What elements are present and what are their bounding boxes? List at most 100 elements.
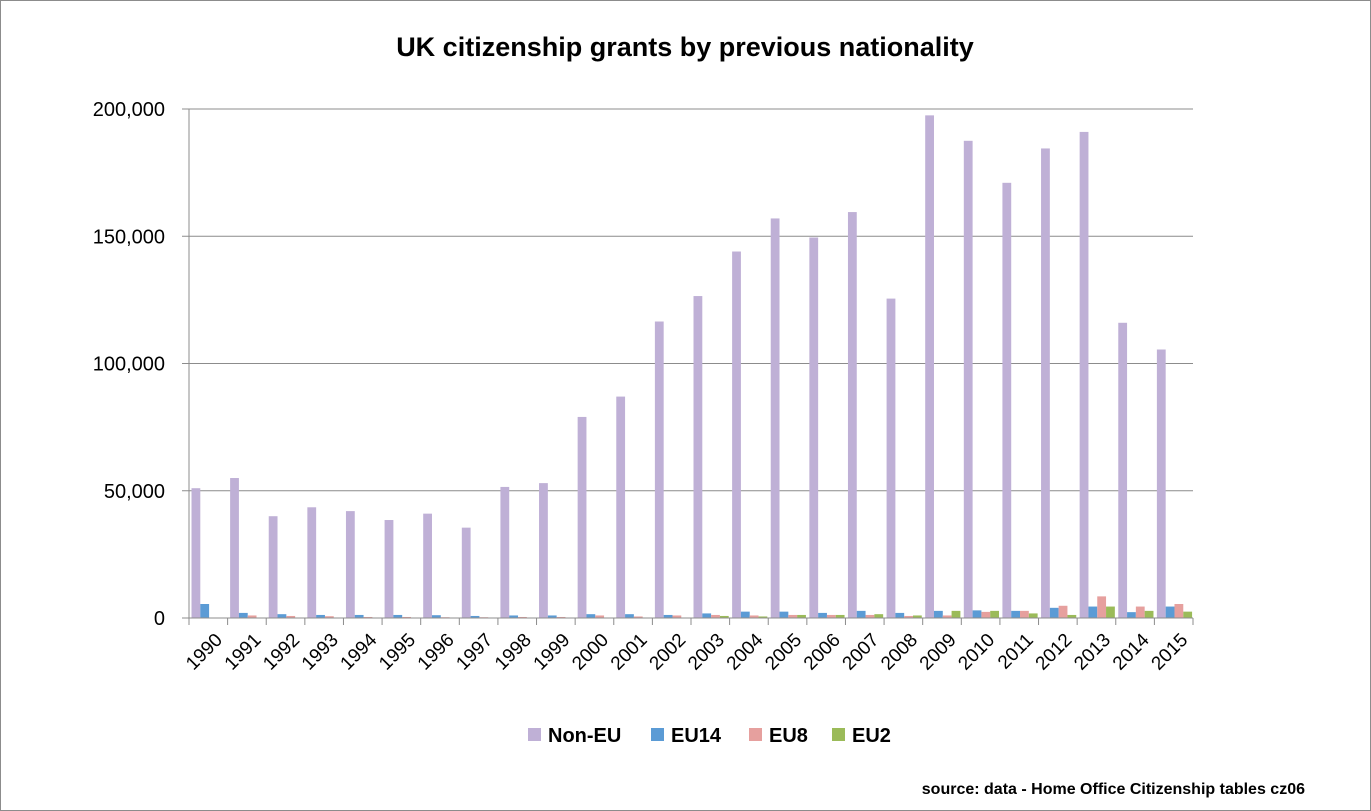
y-axis-ticks: 0 50,000 100,000 150,000 200,000: [93, 99, 189, 630]
x-tick-label: 2000: [568, 630, 613, 675]
x-tick-label: 2007: [839, 630, 884, 675]
x-tick-label: 2014: [1109, 629, 1154, 674]
bar-non-eu-2005: [770, 218, 780, 618]
bar-eu2-2006: [835, 614, 845, 618]
bar-eu2-2009: [951, 610, 961, 618]
bar-eu14-1990: [200, 604, 210, 618]
bar-eu2-2012: [1067, 614, 1077, 618]
x-tick-label: 1999: [530, 630, 575, 675]
legend-label-non-eu: Non-EU: [548, 725, 621, 747]
bar-eu8-1993: [324, 616, 334, 618]
bar-eu2-2011: [1028, 613, 1038, 618]
bar-non-eu-1994: [345, 511, 355, 618]
bar-eu14-1993: [316, 614, 325, 618]
bar-eu2-2007: [874, 614, 884, 618]
bar-eu14-2013: [1088, 606, 1098, 618]
x-tick-label: 2010: [954, 630, 999, 675]
bar-eu2-2014: [1144, 610, 1154, 618]
bar-eu8-2003: [711, 614, 720, 618]
bar-eu14-2004: [740, 611, 750, 618]
x-tick-label: 2006: [800, 630, 845, 675]
x-tick-label: 1995: [375, 630, 420, 675]
legend-label-eu2: EU2: [852, 725, 891, 747]
legend-swatch-eu14: [651, 728, 664, 741]
source-note: source: data - Home Office Citizenship t…: [922, 781, 1305, 798]
bar-eu14-2008: [895, 612, 905, 618]
bar-eu2-2005: [797, 614, 806, 618]
y-tick-label: 200,000: [93, 99, 165, 121]
legend-label-eu8: EU8: [769, 725, 808, 747]
x-tick-label: 1992: [259, 630, 304, 675]
bar-non-eu-1997: [461, 527, 471, 618]
bar-eu2-2013: [1106, 606, 1115, 618]
bar-eu14-2009: [933, 610, 943, 618]
bar-eu8-2000: [595, 615, 605, 618]
bar-eu14-2012: [1049, 607, 1059, 618]
bar-eu8-2012: [1058, 605, 1068, 618]
bar-eu8-2009: [942, 615, 952, 618]
bar-eu8-2008: [904, 615, 913, 618]
x-tick-label: 2011: [994, 630, 1038, 674]
bar-non-eu-1990: [191, 488, 201, 618]
legend-swatch-eu8: [749, 728, 762, 741]
bar-eu8-2005: [788, 614, 798, 618]
y-tick-label: 50,000: [104, 481, 165, 503]
bar-non-eu-1999: [539, 483, 548, 618]
legend-swatch-eu2: [832, 728, 845, 741]
bar-eu14-1999: [547, 615, 557, 618]
bar-eu8-2011: [1020, 610, 1029, 618]
bar-eu14-1992: [277, 614, 287, 618]
x-tick-label: 1991: [221, 630, 266, 675]
x-axis-ticks: 1990199119921993199419951996199719981999…: [182, 618, 1194, 675]
bar-non-eu-2013: [1079, 131, 1089, 618]
bar-non-eu-1996: [423, 513, 432, 618]
bar-non-eu-2003: [693, 296, 703, 618]
bar-eu2-2010: [990, 610, 1000, 618]
bar-eu14-2014: [1127, 612, 1136, 618]
bar-eu2-2008: [912, 615, 922, 618]
bar-eu8-2013: [1097, 596, 1107, 618]
bar-eu14-2007: [856, 610, 866, 618]
bar-non-eu-2011: [1002, 182, 1012, 618]
bar-eu14-2011: [1011, 610, 1021, 618]
bar-eu14-1994: [354, 614, 364, 618]
bar-eu14-1997: [470, 615, 480, 618]
bar-non-eu-2014: [1118, 322, 1128, 618]
bar-eu2-2003: [719, 615, 729, 618]
bar-eu14-2010: [972, 610, 982, 618]
bar-eu14-1991: [238, 612, 248, 618]
bar-non-eu-2004: [732, 251, 741, 618]
bar-eu14-2006: [818, 612, 827, 618]
bars: [191, 115, 1193, 619]
x-tick-label: 2003: [684, 630, 729, 675]
legend-swatch-non-eu: [528, 728, 541, 741]
bar-non-eu-1992: [268, 516, 278, 618]
y-tick-label: 100,000: [93, 354, 165, 376]
bar-eu14-2015: [1165, 606, 1175, 618]
chart-title: UK citizenship grants by previous nation…: [396, 32, 974, 62]
bar-eu8-2014: [1135, 606, 1145, 618]
x-tick-label: 1997: [452, 630, 497, 675]
bar-eu8-1999: [556, 616, 566, 618]
bar-eu8-2010: [981, 611, 991, 618]
bar-eu14-2003: [702, 613, 712, 618]
bar-eu8-2006: [826, 614, 836, 618]
x-tick-label: 2004: [723, 629, 768, 674]
bar-non-eu-2008: [886, 298, 896, 618]
bar-non-eu-2006: [809, 237, 819, 618]
bar-eu14-2005: [779, 611, 789, 618]
x-tick-label: 1990: [182, 630, 227, 675]
x-tick-label: 2002: [646, 630, 691, 675]
legend-label-eu14: EU14: [671, 725, 722, 747]
x-tick-label: 2009: [916, 630, 961, 675]
bar-non-eu-2000: [577, 416, 587, 618]
y-tick-label: 0: [154, 608, 165, 630]
x-tick-label: 1994: [337, 629, 382, 674]
x-tick-label: 1996: [414, 630, 459, 675]
bar-non-eu-2007: [847, 212, 857, 618]
bar-eu8-1998: [518, 616, 527, 618]
bar-eu14-2002: [663, 614, 673, 618]
x-tick-label: 1998: [491, 630, 536, 675]
bar-eu8-1994: [363, 616, 373, 618]
